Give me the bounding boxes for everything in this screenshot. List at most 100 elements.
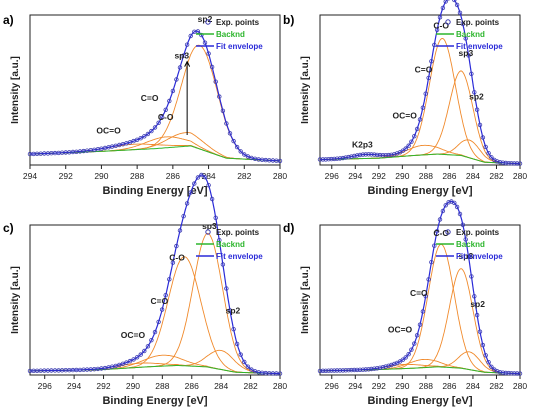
exp-point [420, 309, 426, 314]
exp-point [389, 152, 394, 157]
peak-annotation: K2p3 [352, 139, 373, 149]
exp-point [323, 157, 328, 162]
exp-point [369, 152, 374, 157]
exp-point [334, 156, 340, 161]
exp-point [517, 161, 523, 166]
panel-a: a) Intensity [a.u.] 294 292 290 288 286 284 282 2… [3, 13, 287, 197]
exp-point [429, 59, 434, 64]
x-tick-label: 284 [201, 171, 215, 181]
exp-point [213, 79, 218, 84]
exp-point [138, 135, 143, 141]
exp-point [480, 342, 486, 348]
exp-point [426, 75, 431, 81]
exp-point [202, 174, 208, 180]
x-tick-label: 288 [130, 171, 144, 181]
exp-point [231, 327, 236, 332]
exp-point [386, 363, 391, 368]
exp-point [156, 120, 161, 125]
x-tick-label: 286 [442, 381, 456, 391]
exp-point [174, 243, 179, 249]
x-tick-label: 286 [185, 381, 199, 391]
exp-point [220, 262, 226, 267]
exp-point [486, 360, 491, 365]
exp-point [159, 114, 165, 120]
peak-annotation: sp2 [470, 299, 485, 309]
exp-point [188, 33, 193, 39]
exp-point [420, 105, 426, 110]
exp-point [497, 159, 503, 165]
exp-point [145, 344, 151, 349]
exp-point [477, 122, 483, 128]
exp-point [245, 154, 251, 159]
exp-point [202, 40, 208, 45]
exp-point [220, 108, 226, 113]
exp-point [412, 133, 417, 139]
x-tick-label: 280 [273, 171, 287, 181]
exp-point [514, 371, 520, 376]
exp-point [142, 348, 147, 354]
exp-point [326, 156, 331, 162]
peak-annotation: C-O [433, 21, 449, 31]
fit-envelope-line [30, 174, 280, 375]
legend-marker-exp [205, 229, 211, 235]
exp-point [249, 367, 254, 372]
exp-point [354, 367, 360, 373]
exp-point [469, 71, 474, 76]
exp-point [417, 117, 423, 122]
exp-point [423, 91, 428, 96]
x-tick-label: 296 [38, 381, 52, 391]
x-tick-label: 288 [419, 381, 433, 391]
exp-point [489, 155, 494, 160]
exp-point [466, 254, 471, 260]
x-tick-label: 280 [513, 381, 527, 391]
background-line [320, 153, 520, 165]
exp-point [363, 152, 368, 157]
exp-point [360, 367, 366, 372]
exp-point [163, 293, 168, 298]
exp-point [195, 29, 201, 34]
exp-point [452, 200, 457, 206]
exp-point [354, 153, 360, 158]
exp-point [149, 338, 154, 343]
exp-point [466, 53, 471, 58]
exp-point [457, 211, 463, 217]
exp-point [414, 333, 420, 338]
legend-label: Fit envelope [216, 42, 263, 51]
x-tick-label: 290 [94, 171, 108, 181]
peak-annotation: C-O [433, 228, 449, 238]
peak-annotation: sp3 [459, 251, 474, 261]
legend-label: Backnd [216, 30, 245, 39]
exp-point [337, 368, 343, 373]
exp-point [343, 368, 348, 373]
exp-point [134, 137, 140, 142]
exp-point [440, 208, 446, 214]
legend-marker-exp [205, 19, 211, 25]
x-tick-label: 282 [237, 171, 251, 181]
peak-annotation: C=O [415, 64, 433, 74]
exp-point [320, 157, 326, 162]
exp-point [245, 364, 251, 369]
legend-label: Exp. points [456, 228, 500, 237]
legend-label: Backnd [456, 240, 485, 249]
x-tick-label: 284 [466, 381, 480, 391]
exp-point [514, 161, 520, 166]
exp-point [349, 367, 354, 373]
exp-point [446, 200, 451, 205]
exp-point [188, 190, 193, 195]
exp-point [452, 0, 457, 3]
exp-point [124, 360, 129, 365]
exp-point [506, 370, 511, 376]
panel-c: c) Intensity [a.u.] 296 294 292 290 288 286 284 2… [3, 172, 287, 407]
x-tick-label: 294 [348, 381, 362, 391]
exp-point [369, 366, 374, 372]
exp-point [152, 125, 158, 130]
exp-point [238, 149, 243, 154]
exp-point [224, 121, 229, 126]
exp-point [340, 368, 346, 373]
exp-point [357, 367, 363, 372]
exp-point [377, 365, 383, 370]
exp-point [509, 161, 514, 166]
exp-point [437, 15, 443, 20]
exp-point [227, 131, 233, 136]
exp-point [337, 156, 343, 161]
